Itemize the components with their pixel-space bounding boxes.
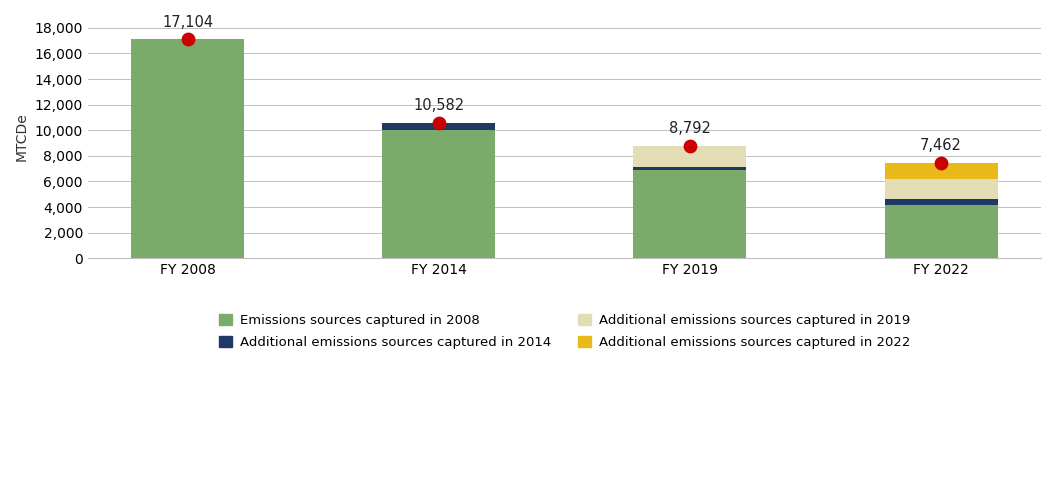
Point xyxy=(180,35,196,43)
Text: 8,792: 8,792 xyxy=(670,121,711,136)
Point xyxy=(681,142,698,150)
Bar xyxy=(634,167,747,170)
Bar xyxy=(885,179,998,199)
Legend: Emissions sources captured in 2008, Additional emissions sources captured in 201: Emissions sources captured in 2008, Addi… xyxy=(213,309,916,355)
Bar xyxy=(885,205,998,258)
Point xyxy=(431,119,448,127)
Bar xyxy=(131,39,244,258)
Bar xyxy=(382,130,495,258)
Text: 7,462: 7,462 xyxy=(920,138,962,153)
Bar xyxy=(634,170,747,258)
Text: 10,582: 10,582 xyxy=(413,98,465,113)
Bar xyxy=(885,163,998,179)
Bar xyxy=(382,123,495,130)
Bar xyxy=(634,146,747,167)
Bar xyxy=(885,199,998,205)
Y-axis label: MTCDe: MTCDe xyxy=(15,112,29,161)
Text: 17,104: 17,104 xyxy=(162,14,213,30)
Point xyxy=(932,159,949,167)
